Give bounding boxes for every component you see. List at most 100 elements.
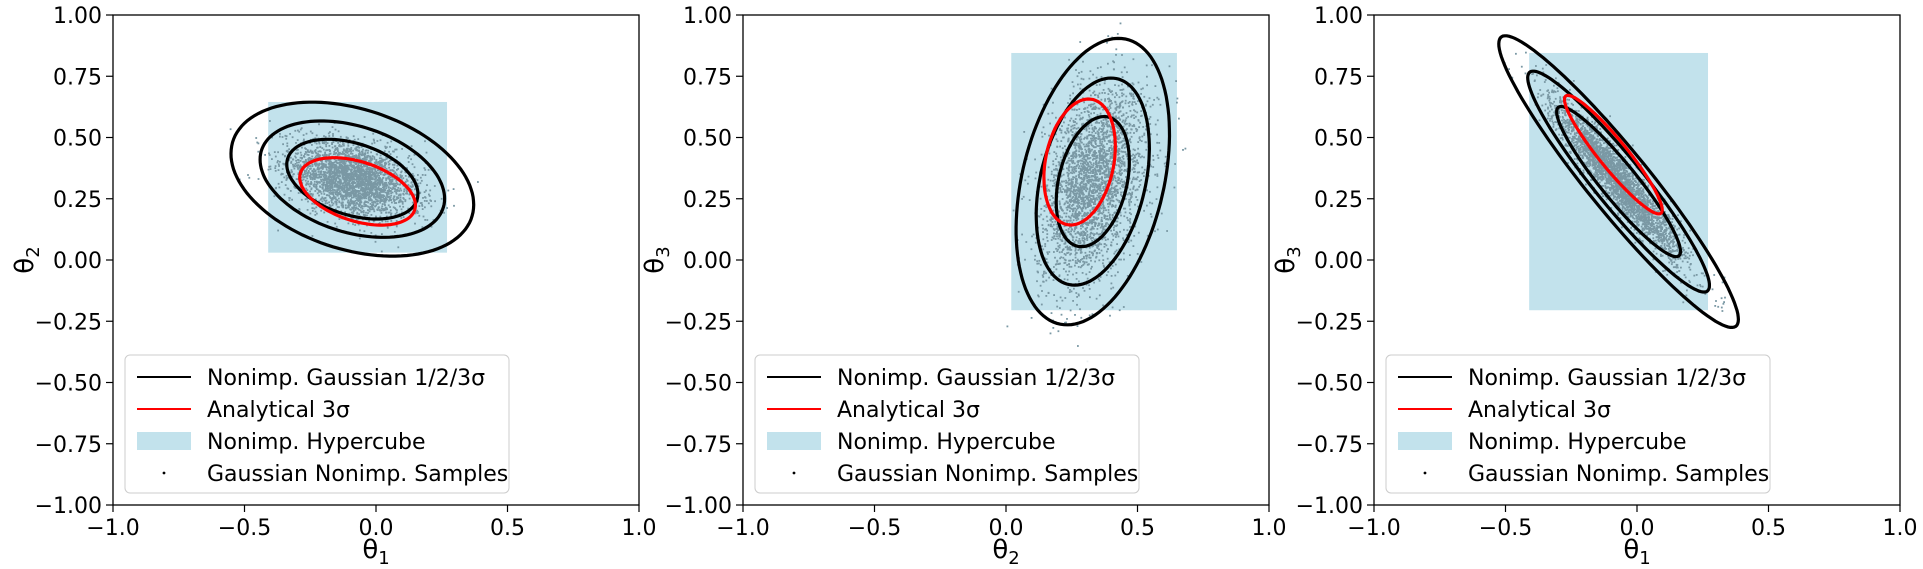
sample-point <box>1100 189 1102 192</box>
sample-point <box>368 187 371 190</box>
sample-point <box>1059 233 1061 236</box>
sample-point <box>1076 200 1079 203</box>
sample-point <box>1078 172 1081 175</box>
sample-point <box>1115 234 1118 236</box>
sample-point <box>305 175 307 178</box>
sample-point <box>345 195 348 198</box>
sample-point <box>337 193 340 195</box>
sample-point <box>363 192 365 195</box>
sample-point <box>1107 87 1110 90</box>
sample-point <box>324 200 327 203</box>
sample-point <box>1102 135 1105 138</box>
sample-point <box>1052 163 1055 166</box>
sample-point <box>390 190 392 192</box>
sample-point <box>1075 131 1078 134</box>
sample-point <box>346 182 349 184</box>
sample-point <box>1120 165 1123 167</box>
sample-point <box>1092 252 1094 255</box>
sample-point <box>378 182 381 185</box>
sample-point <box>1059 257 1061 260</box>
sample-point <box>1080 190 1082 193</box>
sample-point <box>319 190 321 192</box>
sample-point <box>1060 185 1063 188</box>
sample-point <box>1101 238 1104 241</box>
sample-point <box>331 175 334 178</box>
sample-point <box>1047 112 1050 115</box>
sample-point <box>1069 253 1071 256</box>
sample-point <box>381 196 384 199</box>
sample-point <box>1078 165 1081 167</box>
sample-point <box>1080 227 1082 230</box>
sample-point <box>1088 180 1091 183</box>
sample-point <box>347 176 350 179</box>
sample-point <box>355 184 357 187</box>
sample-point <box>1065 182 1067 184</box>
sample-point <box>1062 188 1065 190</box>
sample-point <box>350 148 352 151</box>
sample-point <box>379 161 382 164</box>
sample-point <box>340 161 343 164</box>
sample-point <box>314 210 317 213</box>
sample-point <box>371 205 373 207</box>
sample-point <box>1100 167 1102 170</box>
sample-point <box>338 200 341 203</box>
sample-point <box>269 165 272 168</box>
sample-point <box>1131 101 1134 103</box>
sample-point <box>334 171 337 174</box>
sample-point <box>396 164 399 167</box>
sample-point <box>356 175 359 178</box>
sample-point <box>1058 203 1061 206</box>
sample-point <box>357 156 359 159</box>
sample-point <box>1093 250 1096 253</box>
sample-point <box>342 143 345 145</box>
sample-point <box>1069 97 1072 100</box>
sample-point <box>379 184 381 186</box>
sample-point <box>360 153 363 156</box>
sample-point <box>1114 84 1116 86</box>
sample-point <box>1041 131 1043 134</box>
sample-point <box>1024 179 1027 182</box>
sample-point <box>1075 155 1078 158</box>
sample-point <box>1132 176 1135 179</box>
sample-point <box>376 193 378 196</box>
sample-point <box>1137 147 1139 150</box>
sample-point <box>1070 226 1072 228</box>
sample-point <box>1089 189 1091 192</box>
sample-point <box>1088 222 1091 224</box>
sample-point <box>1094 191 1097 194</box>
sample-point <box>375 161 378 164</box>
sample-point <box>382 194 384 197</box>
sample-point <box>400 170 403 173</box>
sample-point <box>397 246 400 249</box>
sample-point <box>365 178 368 181</box>
sample-point <box>357 164 359 167</box>
sample-point <box>1076 213 1079 215</box>
sample-point <box>332 153 335 156</box>
sample-point <box>361 177 363 179</box>
sample-point <box>311 132 314 135</box>
sample-point <box>361 166 364 168</box>
sample-point <box>388 163 390 166</box>
sample-point <box>324 173 327 176</box>
sample-point <box>288 197 291 199</box>
sample-point <box>1102 201 1105 204</box>
sample-point <box>378 209 381 211</box>
sample-point <box>1072 209 1075 211</box>
sample-point <box>1084 207 1087 210</box>
sample-point <box>1118 152 1121 155</box>
sample-point <box>1129 123 1132 126</box>
sample-point <box>386 193 389 196</box>
sample-point <box>378 188 381 191</box>
sample-point <box>373 141 376 144</box>
sample-point <box>326 159 329 161</box>
sample-point <box>368 167 370 169</box>
sample-point <box>1095 161 1097 163</box>
sample-point <box>338 181 340 184</box>
sample-point <box>1075 292 1078 294</box>
sample-point <box>1068 200 1071 203</box>
sample-point <box>1097 96 1100 99</box>
sample-point <box>354 181 357 184</box>
sample-point <box>1077 174 1080 176</box>
sample-point <box>1109 130 1112 133</box>
sample-point <box>1082 176 1085 179</box>
